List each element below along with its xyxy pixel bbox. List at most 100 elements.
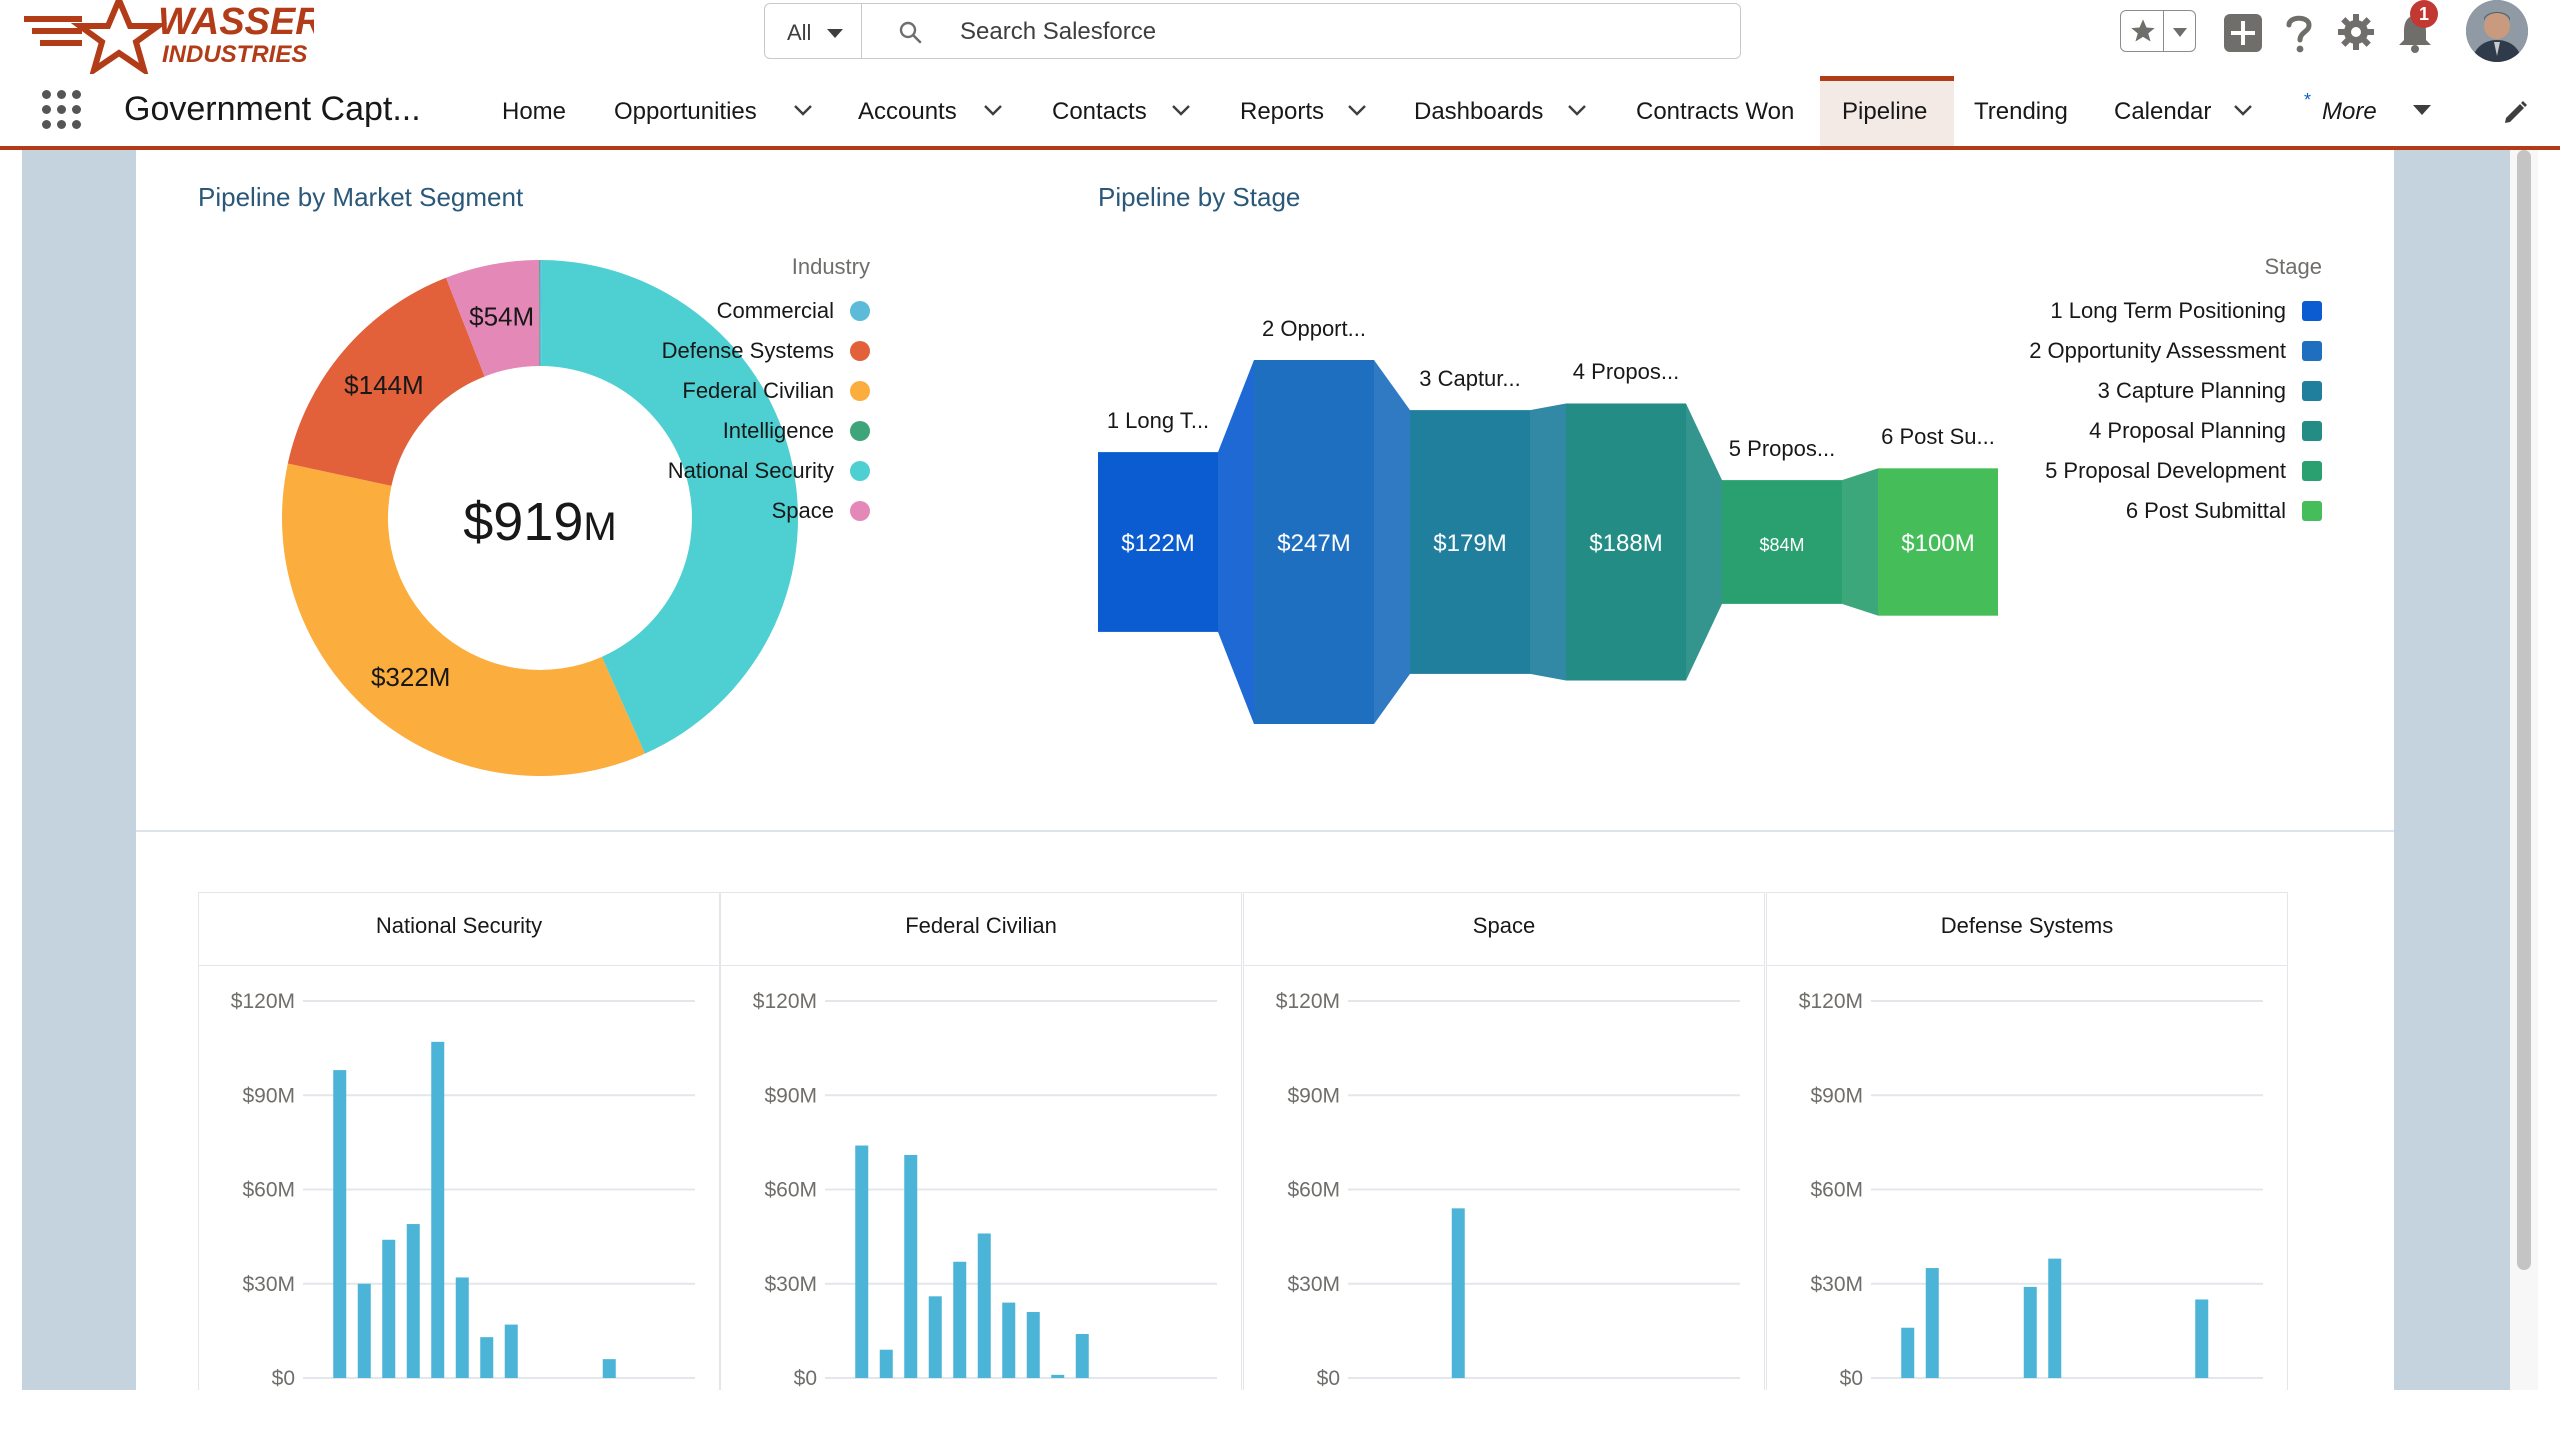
- donut-slice-intelligence[interactable]: [539, 260, 540, 367]
- funnel-stage-5-proposal-development[interactable]: [1722, 480, 1842, 604]
- legend-item-national-security[interactable]: National Security: [600, 456, 870, 486]
- bar[interactable]: [431, 1041, 445, 1378]
- chevron-down-icon[interactable]: [1170, 99, 1192, 121]
- nav-item-dashboards[interactable]: Dashboards: [1398, 76, 1598, 146]
- global-search[interactable]: [861, 3, 1741, 59]
- bar[interactable]: [1451, 1208, 1465, 1378]
- donut-slice-national-security[interactable]: [541, 260, 799, 754]
- bar[interactable]: [2195, 1299, 2209, 1378]
- bar[interactable]: [1051, 1374, 1065, 1378]
- chevron-down-icon[interactable]: [982, 99, 1004, 121]
- caret-down-icon[interactable]: [2412, 102, 2432, 118]
- legend-item-2-opportunity-assessment[interactable]: 2 Opportunity Assessment: [1960, 336, 2322, 366]
- nav-item-opportunities[interactable]: Opportunities: [594, 76, 824, 146]
- bar[interactable]: [406, 1224, 420, 1378]
- company-logo[interactable]: WASSER INDUSTRIES: [24, 0, 323, 78]
- funnel-stage-4-proposal-planning[interactable]: [1566, 403, 1686, 681]
- bar[interactable]: [2023, 1286, 2037, 1378]
- caret-down-icon: [827, 29, 843, 38]
- bar[interactable]: [1002, 1302, 1016, 1378]
- edit-nav-pencil-icon[interactable]: [2502, 98, 2530, 126]
- bar[interactable]: [602, 1359, 616, 1378]
- bar[interactable]: [1901, 1327, 1915, 1378]
- legend-color-square: [2302, 301, 2322, 321]
- nav-item-home[interactable]: Home: [484, 76, 594, 146]
- bar[interactable]: [2048, 1258, 2062, 1378]
- help-icon[interactable]: [2282, 12, 2316, 54]
- nav-item-pipeline[interactable]: Pipeline: [1820, 76, 1954, 146]
- bar-chart[interactable]: $0 $30M $60M $90M $120M: [199, 965, 721, 1391]
- chevron-down-icon[interactable]: [1346, 99, 1368, 121]
- nav-item-trending[interactable]: Trending: [1958, 76, 2080, 146]
- bar[interactable]: [1925, 1268, 1939, 1378]
- star-icon[interactable]: [2129, 17, 2157, 45]
- nav-item-reports[interactable]: Reports: [1222, 76, 1402, 146]
- bar[interactable]: [480, 1337, 494, 1378]
- chart-card-federal-civilian[interactable]: Federal Civilian $0 $30M $60M $90M $120M: [720, 892, 1242, 1390]
- bar[interactable]: [1026, 1312, 1040, 1378]
- chevron-down-icon[interactable]: [1566, 99, 1588, 121]
- funnel-stage-3-capture-planning[interactable]: [1410, 410, 1530, 674]
- donut-slice-space[interactable]: [446, 260, 540, 377]
- bar[interactable]: [953, 1261, 967, 1378]
- donut-slice-defense-systems[interactable]: [287, 277, 485, 486]
- legend-item-defense-systems[interactable]: Defense Systems: [600, 336, 870, 366]
- nav-item-calendar[interactable]: Calendar: [2096, 76, 2272, 146]
- search-input[interactable]: [958, 16, 1662, 48]
- bar[interactable]: [879, 1349, 893, 1378]
- nav-item-accounts[interactable]: Accounts: [840, 76, 1030, 146]
- divider: [721, 965, 1241, 966]
- gear-icon[interactable]: [2336, 12, 2376, 52]
- legend-item-3-capture-planning[interactable]: 3 Capture Planning: [1960, 376, 2322, 406]
- bar[interactable]: [977, 1233, 991, 1378]
- chevron-down-icon[interactable]: [2232, 99, 2254, 121]
- y-tick-label: $60M: [242, 1179, 295, 1202]
- bar[interactable]: [504, 1324, 518, 1378]
- donut-slice-commercial[interactable]: [540, 260, 542, 367]
- bar[interactable]: [382, 1239, 396, 1378]
- nav-item-contacts[interactable]: Contacts: [1034, 76, 1224, 146]
- legend-item-intelligence[interactable]: Intelligence: [600, 416, 870, 446]
- funnel-stage-2-opportunity-assessment[interactable]: [1254, 360, 1374, 724]
- funnel-chart-title[interactable]: Pipeline by Stage: [1098, 182, 1301, 212]
- legend-item-6-post-submittal[interactable]: 6 Post Submittal: [1960, 496, 2322, 526]
- legend-item-federal-civilian[interactable]: Federal Civilian: [600, 376, 870, 406]
- legend-item-space[interactable]: Space: [600, 496, 870, 526]
- bar[interactable]: [333, 1070, 347, 1378]
- user-avatar[interactable]: [2466, 0, 2528, 62]
- donut-slice-federal-civilian[interactable]: [281, 463, 645, 776]
- legend-item-1-long-term-positioning[interactable]: 1 Long Term Positioning: [1960, 296, 2322, 326]
- add-icon[interactable]: [2224, 14, 2262, 52]
- legend-item-commercial[interactable]: Commercial: [600, 296, 870, 326]
- legend-item-5-proposal-development[interactable]: 5 Proposal Development: [1960, 456, 2322, 486]
- app-launcher-icon[interactable]: [42, 90, 84, 132]
- nav-item-more[interactable]: * More: [2296, 76, 2452, 146]
- nav-item-contracts-won[interactable]: Contracts Won: [1618, 76, 1810, 146]
- chart-card-space[interactable]: Space $0 $30M $60M $90M $120M: [1243, 892, 1765, 1390]
- legend-item-4-proposal-planning[interactable]: 4 Proposal Planning: [1960, 416, 2322, 446]
- scrollbar-thumb[interactable]: [2517, 150, 2531, 1270]
- chevron-down-icon[interactable]: [792, 99, 814, 121]
- bar-chart[interactable]: $0 $30M $60M $90M $120M: [1767, 965, 2289, 1391]
- nav-item-label: Home: [502, 98, 567, 125]
- bar[interactable]: [357, 1283, 371, 1378]
- chart-card-national-security[interactable]: National Security $0 $30M $60M $90M $120M: [198, 892, 720, 1390]
- bar-chart[interactable]: $0 $30M $60M $90M $120M: [721, 965, 1243, 1391]
- app-nav-bar: Government Capt... Home Opportunities Ac…: [0, 76, 2560, 150]
- funnel-chart[interactable]: $122M $247M $179M $188M $84M $100M: [1090, 290, 2010, 750]
- donut-chart[interactable]: $322M $144M $54M $919M: [280, 258, 800, 778]
- bar[interactable]: [455, 1277, 469, 1378]
- bar-chart[interactable]: $0 $30M $60M $90M $120M: [1244, 965, 1766, 1391]
- nav-item-label: Accounts: [858, 98, 957, 125]
- chart-card-defense-systems[interactable]: Defense Systems $0 $30M $60M $90M $120M: [1766, 892, 2288, 1390]
- bar[interactable]: [855, 1145, 869, 1378]
- search-scope-dropdown[interactable]: All: [764, 3, 862, 59]
- chevron-down-icon[interactable]: [2171, 25, 2189, 39]
- funnel-stage-1-long-term-positioning[interactable]: [1098, 452, 1218, 632]
- funnel-stage-6-post-submittal[interactable]: [1878, 468, 1998, 616]
- bar[interactable]: [1075, 1334, 1089, 1378]
- bar[interactable]: [928, 1296, 942, 1378]
- bar[interactable]: [904, 1154, 918, 1378]
- donut-chart-title[interactable]: Pipeline by Market Segment: [198, 182, 524, 212]
- y-tick-label: $120M: [753, 990, 817, 1013]
